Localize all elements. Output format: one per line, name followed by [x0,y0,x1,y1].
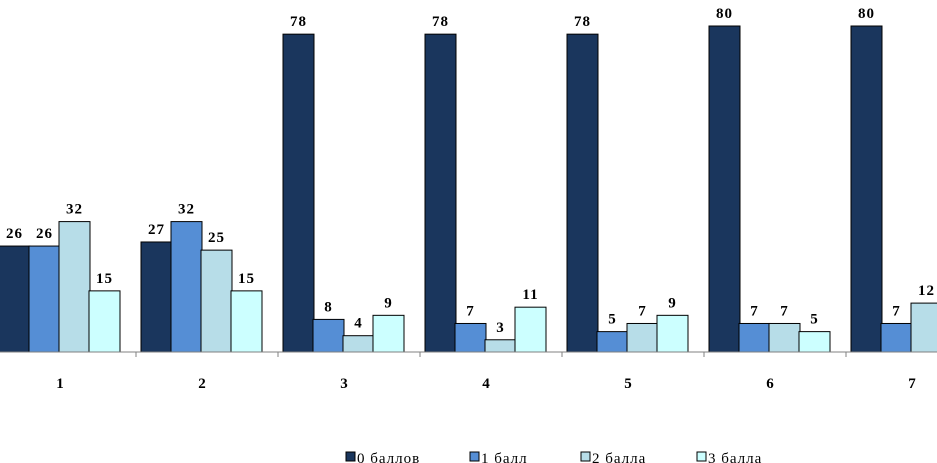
value-label-1-series-3: 15 [96,271,113,287]
legend-label-series-1: 1 балл [481,451,528,463]
value-label-1-series-2: 32 [66,202,83,218]
bar-7-series-2 [910,302,937,353]
value-label-4-series-2: 3 [496,320,505,336]
value-label-3-series-0: 78 [290,14,307,30]
value-label-6-series-3: 5 [810,312,819,328]
value-label-6-series-0: 80 [716,6,733,22]
bar-7-series-0 [850,25,883,353]
legend-swatch-series-0 [345,451,356,462]
bars-layer [0,25,937,353]
bar-3-series-1 [312,318,345,353]
legend-swatch-series-1 [469,451,480,462]
value-label-1-series-1: 26 [36,226,53,242]
category-label-3: 3 [340,376,348,392]
value-label-5-series-3: 9 [668,295,677,311]
bar-6-series-0 [708,25,741,353]
bar-1-series-3 [88,290,121,353]
value-label-2-series-2: 25 [208,230,225,246]
x-axis-ticks [135,352,847,357]
bar-2-series-1 [170,221,203,353]
legend-label-series-3: 3 балла [708,451,762,463]
bar-2-series-2 [200,249,233,353]
category-label-7: 7 [908,376,916,392]
legend-swatch-series-3 [696,451,707,462]
value-label-5-series-1: 5 [608,312,617,328]
bar-3-series-2 [342,335,375,353]
category-label-1: 1 [56,376,64,392]
legend-swatch-series-2 [580,451,591,462]
value-label-4-series-1: 7 [466,303,475,319]
value-label-6-series-2: 7 [780,303,789,319]
category-label-5: 5 [624,376,632,392]
value-label-3-series-2: 4 [354,316,363,332]
category-label-6: 6 [766,376,774,392]
bar-2-series-3 [230,290,263,353]
value-label-2-series-3: 15 [238,271,255,287]
value-label-4-series-0: 78 [432,14,449,30]
bar-7-series-1 [880,322,913,353]
value-label-3-series-1: 8 [324,299,333,315]
bar-5-series-1 [596,331,629,353]
value-label-5-series-0: 78 [574,14,591,30]
legend-label-series-2: 2 балла [592,451,646,463]
bar-5-series-2 [626,322,659,353]
legend: 0 баллов 1 балл 2 балла 3 балла [345,451,762,463]
value-label-7-series-0: 80 [858,6,875,22]
bar-3-series-3 [372,314,405,353]
bar-1-series-0 [0,245,31,353]
bar-4-series-2 [484,339,517,353]
bar-2-series-0 [140,241,173,353]
value-label-4-series-3: 11 [522,287,538,303]
value-label-5-series-2: 7 [638,303,647,319]
bar-6-series-2 [768,322,801,353]
bar-1-series-1 [28,245,61,353]
bar-6-series-3 [798,331,831,353]
value-label-3-series-3: 9 [384,295,393,311]
value-labels-layer: 26 26 32 15 27 32 25 15 78 8 4 9 78 7 3 11 78 5 7 9 80 7 7 5 80 7… [6,6,935,336]
bar-4-series-1 [454,322,487,353]
bar-3-series-0 [282,33,315,353]
category-label-4: 4 [482,376,490,392]
legend-label-series-0: 0 баллов [357,451,420,463]
value-label-1-series-0: 26 [6,226,23,242]
bar-4-series-0 [424,33,457,353]
category-labels-layer: 1 2 3 4 5 6 7 [56,376,916,392]
bar-5-series-0 [566,33,599,353]
value-label-2-series-1: 32 [178,202,195,218]
category-label-2: 2 [198,376,206,392]
bar-6-series-1 [738,322,771,353]
bar-1-series-2 [58,221,91,353]
bar-5-series-3 [656,314,689,353]
value-label-2-series-0: 27 [148,222,165,238]
bar-4-series-3 [514,306,547,353]
value-label-7-series-1: 7 [892,303,901,319]
value-label-7-series-2: 12 [918,283,935,299]
value-label-6-series-1: 7 [750,303,759,319]
